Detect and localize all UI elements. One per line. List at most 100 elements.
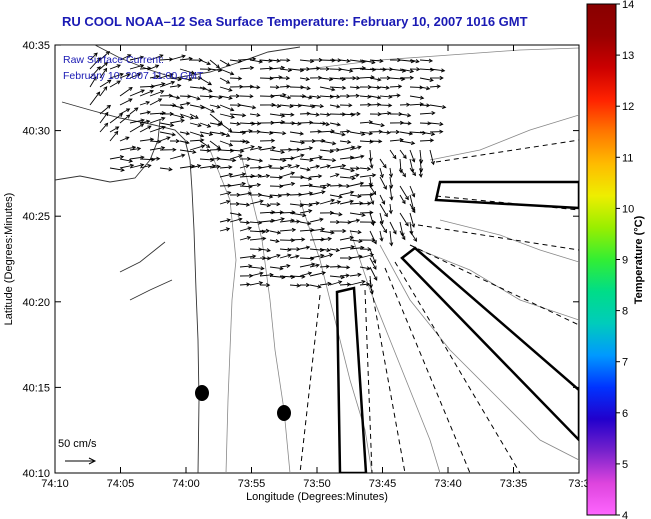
current-vector-head: [256, 182, 262, 188]
current-vector: [319, 95, 334, 98]
current-vector-head: [316, 94, 322, 100]
current-vector: [109, 73, 124, 79]
current-vector: [359, 185, 373, 187]
current-vector: [129, 73, 141, 79]
current-vector-head: [307, 271, 313, 276]
current-vector-head: [266, 248, 271, 253]
current-vector-head: [300, 175, 305, 180]
current-vector-head: [252, 56, 257, 62]
current-vector: [369, 185, 376, 195]
current-vector-head: [389, 196, 394, 201]
current-vector: [239, 192, 252, 196]
current-vector: [149, 64, 159, 70]
current-vector: [199, 95, 213, 98]
current-vector: [419, 77, 434, 81]
current-vector: [259, 175, 270, 178]
current-vector-head: [431, 110, 436, 116]
current-vector: [219, 228, 230, 232]
current-vector: [339, 246, 355, 250]
current-vector-head: [249, 84, 255, 89]
y-tick-label: 40:30: [22, 126, 50, 138]
current-vector-head: [140, 155, 145, 160]
current-vector-head: [338, 280, 343, 285]
current-vector: [269, 239, 279, 242]
current-vector: [349, 212, 365, 216]
current-vector-head: [168, 167, 173, 172]
current-vector-head: [369, 253, 375, 258]
current-vector: [379, 158, 387, 168]
current-vector: [269, 176, 283, 179]
current-vector-head: [257, 173, 262, 178]
current-vector-head: [428, 58, 434, 63]
current-vector-head: [159, 54, 164, 59]
current-vector: [219, 77, 230, 84]
current-vector-head: [378, 139, 383, 144]
current-vector: [179, 140, 189, 144]
current-vector-head: [241, 172, 247, 177]
current-vector-head: [155, 64, 160, 69]
current-vector-head: [372, 190, 377, 196]
current-vector: [169, 77, 182, 81]
current-vector: [139, 67, 151, 70]
current-vector-head: [256, 121, 262, 126]
current-vector: [409, 95, 424, 99]
current-vector-head: [330, 230, 335, 235]
current-vector: [219, 185, 231, 187]
current-vector-head: [308, 202, 313, 207]
current-vector-head: [270, 138, 276, 143]
current-vector: [219, 86, 232, 92]
current-vector-head: [355, 166, 361, 171]
current-vector: [419, 139, 434, 142]
current-vector: [209, 104, 221, 108]
current-vector: [139, 164, 151, 169]
current-vector-head: [277, 193, 283, 198]
current-vector: [129, 56, 144, 61]
current-vector: [359, 76, 375, 79]
current-vector: [249, 200, 264, 205]
current-vector-head: [439, 129, 444, 134]
current-vector-head: [326, 183, 332, 188]
current-vector-head: [315, 112, 320, 117]
current-vector-head: [286, 192, 291, 197]
current-vector-head: [295, 164, 301, 169]
current-vector: [229, 59, 242, 62]
current-vector-head: [208, 94, 214, 99]
current-vector: [339, 140, 351, 143]
current-vector: [239, 130, 252, 133]
current-vector: [109, 131, 119, 142]
current-vector: [379, 167, 384, 178]
current-vector-head: [262, 236, 267, 241]
current-vector-head: [96, 57, 101, 62]
current-vectors: [89, 50, 447, 295]
current-vector-head: [404, 195, 409, 201]
current-vector: [329, 95, 340, 98]
current-vector-head: [327, 236, 333, 241]
current-vector-head: [341, 132, 346, 137]
current-vector: [99, 79, 112, 88]
current-vector: [249, 113, 260, 116]
current-vector: [239, 227, 252, 232]
current-vector: [369, 149, 372, 162]
current-vector-head: [245, 202, 251, 207]
current-vector: [119, 108, 130, 115]
current-vector-head: [286, 95, 292, 100]
current-vector: [409, 221, 413, 235]
current-vector: [259, 257, 271, 259]
current-vector: [179, 77, 192, 81]
current-vector: [239, 203, 250, 206]
current-vector-head: [318, 155, 323, 160]
current-vector: [219, 104, 234, 111]
current-vector-head: [338, 183, 343, 188]
current-vector-head: [279, 184, 284, 189]
current-vector-head: [319, 104, 325, 109]
current-vector-head: [160, 146, 166, 151]
current-vector-head: [271, 145, 276, 151]
current-vector-head: [186, 101, 191, 106]
current-vector-head: [236, 121, 241, 126]
current-vector-head: [197, 123, 202, 128]
current-vector: [279, 219, 295, 223]
current-vector: [299, 167, 310, 171]
current-vector: [89, 66, 101, 79]
current-vector: [89, 91, 100, 106]
current-vector: [179, 68, 195, 74]
